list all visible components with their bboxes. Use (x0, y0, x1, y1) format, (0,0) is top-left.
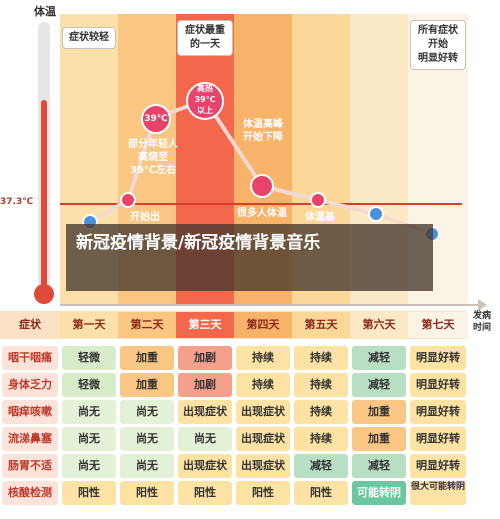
row-label-3: 咽痒咳嗽 (2, 400, 58, 424)
table-cell: 阳性 (178, 481, 232, 505)
thermometer-fill (41, 100, 47, 290)
table-cell: 轻微 (62, 373, 116, 397)
table-cell: 阳性 (236, 481, 290, 505)
point-day4 (250, 174, 274, 198)
table-cell: 尚无 (120, 400, 174, 424)
table-cell: 出现症状 (178, 400, 232, 424)
table-cell: 尚无 (120, 427, 174, 451)
table-cell: 加剧 (178, 346, 232, 370)
table-cell: 出现症状 (236, 427, 290, 451)
annotation-temp-base: 体温基 (305, 212, 335, 223)
table-cell: 持续 (294, 400, 348, 424)
temperature-curve (82, 97, 440, 242)
bubble-39c (141, 104, 171, 134)
day-header-7: 第七天 (408, 312, 468, 338)
table-cell: 持续 (236, 346, 290, 370)
table-cell: 持续 (294, 373, 348, 397)
table-cell: 尚无 (62, 454, 116, 478)
temp-threshold-line (60, 203, 462, 205)
point-day6 (368, 206, 384, 222)
table-cell: 轻微 (62, 346, 116, 370)
row-label-1: 咽干咽痛 (2, 346, 58, 370)
bubble-high-fever-label: 高热 39℃ 以上 (194, 84, 216, 115)
table-cell: 很大可能转阴 (410, 481, 466, 505)
thermometer-bulb-icon (34, 284, 54, 304)
table-cell: 阳性 (62, 481, 116, 505)
table-cell: 加重 (120, 373, 174, 397)
bubble-39c-label: 39℃ (144, 114, 168, 124)
table-cell: 尚无 (62, 400, 116, 424)
table-cell: 减轻 (352, 346, 406, 370)
table-cell: 尚无 (62, 427, 116, 451)
header-mild: 症状较轻 (62, 27, 116, 49)
table-cell: 明显好转 (410, 373, 466, 397)
annotation-temp-peak: 体温高峰 开始下降 (243, 119, 283, 143)
table-cell: 持续 (294, 346, 348, 370)
annotation-start: 开始出 (130, 212, 160, 223)
table-cell: 减轻 (352, 373, 406, 397)
table-corner: 症状 (19, 318, 41, 331)
table-cell: 加重 (352, 400, 406, 424)
header-peak: 症状最重 的一天 (177, 20, 233, 56)
y-axis-label: 体温 (34, 5, 56, 18)
table-cell: 出现症状 (236, 454, 290, 478)
header-recover: 所有症状 开始 明显好转 (410, 20, 466, 70)
table-cell: 明显好转 (410, 427, 466, 451)
annotation-young-people: 部分年轻人 高烧至 39℃左右 (128, 139, 178, 176)
point-day5 (310, 192, 326, 208)
day-header-1: 第一天 (60, 312, 118, 338)
table-cell: 明显好转 (410, 400, 466, 424)
x-axis-line (60, 304, 480, 306)
day-header-6: 第六天 (350, 312, 408, 338)
table-cell: 尚无 (178, 427, 232, 451)
bubble-high-fever (186, 82, 224, 120)
table-cell: 减轻 (294, 454, 348, 478)
annotation-many-people: 很多人体温 (237, 208, 287, 219)
row-label-5: 肠胃不适 (2, 454, 58, 478)
table-cell: 明显好转 (410, 346, 466, 370)
day-header-5: 第五天 (292, 312, 350, 338)
table-cell: 明显好转 (410, 454, 466, 478)
row-label-4: 流涕鼻塞 (2, 427, 58, 451)
day-header-4: 第四天 (234, 312, 292, 338)
temp-marker-label: 37.3℃ (0, 197, 34, 207)
day-header-2: 第二天 (118, 312, 176, 338)
table-cell: 加重 (352, 427, 406, 451)
table-cell: 加重 (120, 346, 174, 370)
table-cell: 可能转阴 (352, 481, 406, 505)
x-axis-arrow-icon (478, 299, 487, 311)
table-cell: 加剧 (178, 373, 232, 397)
row-label-2: 身体乏力 (2, 373, 58, 397)
table-cell: 持续 (294, 427, 348, 451)
x-axis-label: 发病 时间 (472, 311, 491, 333)
point-day2 (120, 192, 136, 208)
table-cell: 出现症状 (178, 454, 232, 478)
table-cell: 阳性 (120, 481, 174, 505)
table-cell: 减轻 (352, 454, 406, 478)
table-cell: 持续 (236, 373, 290, 397)
table-cell: 出现症状 (236, 400, 290, 424)
row-label-6: 核酸检测 (2, 481, 58, 505)
table-cell: 尚无 (120, 454, 174, 478)
table-cell: 阳性 (294, 481, 348, 505)
day-header-3: 第三天 (176, 312, 234, 338)
overlay-title: 新冠疫情背景/新冠疫情背景音乐 (66, 224, 433, 291)
